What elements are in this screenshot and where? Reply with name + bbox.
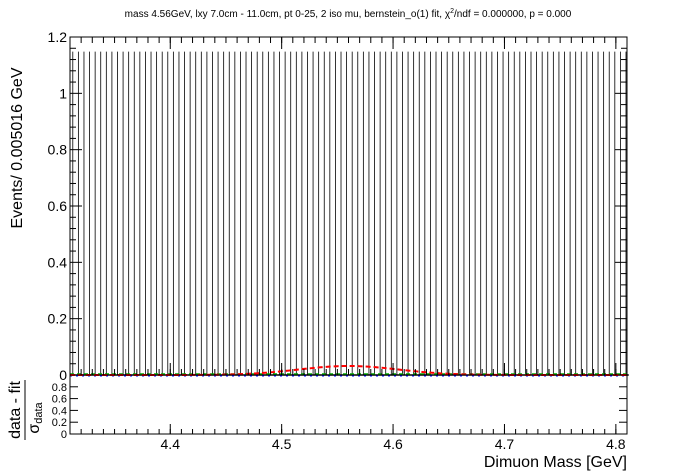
main-y-axis-title: Events/ 0.005016 GeV (9, 67, 26, 228)
x-tick-label: 4.8 (606, 436, 626, 452)
ratio-y-title-denominator: σdata (26, 401, 45, 433)
x-tick-label: 4.7 (495, 436, 515, 452)
x-tick-label: 4.4 (161, 436, 181, 452)
ratio-y-title-numerator: data - fit (7, 381, 24, 439)
ratio-y-axis-title: data - fit σdata (7, 380, 45, 440)
ratio-y-tick-label: 0 (61, 429, 67, 441)
main-y-tick-label: 1 (59, 85, 67, 101)
main-y-tick-label: 0.6 (48, 198, 68, 214)
main-y-axis: 0 0.2 0.4 0.6 0.8 1 1.2 (48, 29, 627, 383)
ratio-y-tick-label: 0.8 (52, 382, 67, 394)
main-y-tick-label: 1.2 (48, 29, 68, 45)
x-axis: 4.4 4.5 4.6 4.7 4.8 (80, 37, 628, 452)
x-axis-title: Dimuon Mass [GeV] (484, 454, 627, 471)
main-y-tick-label: 0.8 (48, 142, 68, 158)
ratio-y-tick-label: 0.6 (52, 394, 67, 406)
ratio-y-axis: 00.20.40.60.8 (52, 382, 627, 441)
x-tick-label: 4.6 (383, 436, 403, 452)
ratio-y-tick-label: 0.2 (52, 417, 67, 429)
x-tick-label: 4.5 (272, 436, 292, 452)
main-y-tick-label: 0 (59, 367, 67, 383)
chart-title: mass 4.56GeV, lxy 7.0cm - 11.0cm, pt 0-2… (125, 8, 572, 20)
ratio-y-tick-label: 0.4 (52, 405, 67, 417)
main-y-tick-label: 0.4 (48, 254, 68, 270)
main-y-tick-label: 0.2 (48, 311, 68, 327)
